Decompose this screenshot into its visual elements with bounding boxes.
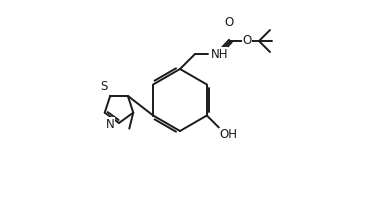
Text: O: O xyxy=(225,16,234,29)
Text: N: N xyxy=(106,117,114,130)
Text: OH: OH xyxy=(219,128,237,141)
Text: S: S xyxy=(100,80,108,93)
Text: O: O xyxy=(243,34,252,47)
Text: NH: NH xyxy=(210,47,228,60)
